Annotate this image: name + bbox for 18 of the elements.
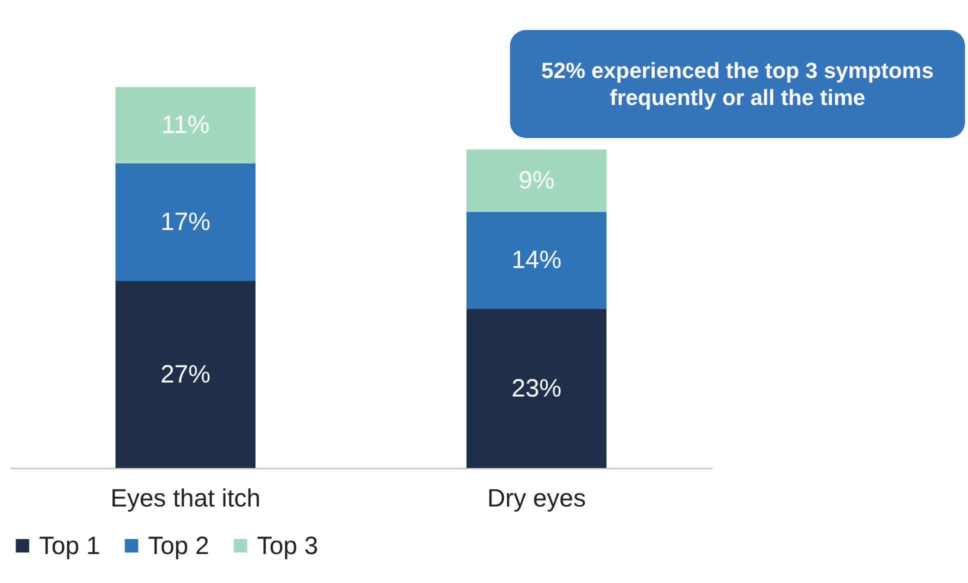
data-label: 27%	[160, 360, 211, 388]
callout-box: 52% experienced the top 3 symptoms frequently or all the time	[510, 30, 965, 138]
data-label: 14%	[511, 246, 562, 274]
data-label: 9%	[518, 166, 555, 195]
legend-label: Top 1	[39, 532, 100, 560]
bar	[116, 163, 256, 281]
bar	[466, 212, 606, 309]
bar	[116, 280, 256, 468]
legend-label: Top 3	[257, 532, 318, 560]
data-label: 17%	[160, 208, 211, 236]
bar	[466, 308, 606, 468]
x-tick-label: Dry eyes	[487, 484, 586, 512]
data-label: 11%	[161, 111, 210, 140]
legend-label: Top 2	[148, 532, 210, 560]
bar	[116, 87, 256, 164]
data-label: 23%	[511, 374, 562, 402]
x-tick-label: Eyes that itch	[110, 484, 261, 512]
bar	[466, 149, 606, 212]
